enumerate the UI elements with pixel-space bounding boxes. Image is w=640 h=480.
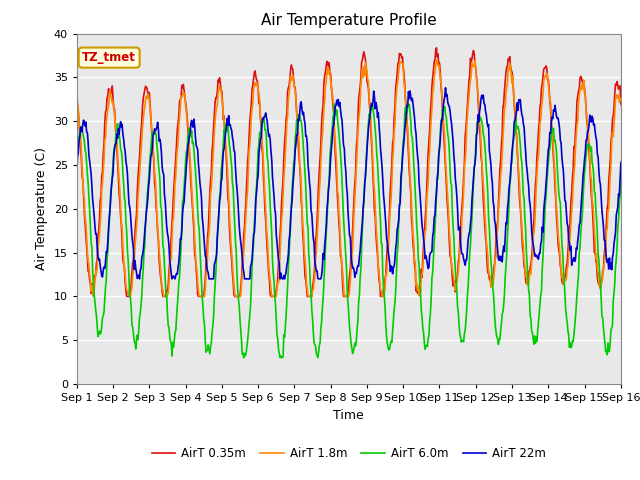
AirT 1.8m [547, 115, 555, 120]
AirT 6.0m [191, 157, 198, 163]
AirT 22m [73, 172, 81, 178]
AirT 0.35m [215, 79, 223, 85]
AirT 0.35m [487, 278, 495, 284]
AirT 6.0m [310, 329, 317, 335]
AirT 1.8m [90, 293, 97, 300]
AirT 0.35m [547, 122, 555, 128]
AirT 22m [614, 204, 621, 210]
AirT 22m [310, 236, 317, 241]
AirT 22m [547, 120, 555, 126]
AirT 0.35m [310, 279, 317, 285]
AirT 6.0m [618, 173, 625, 179]
AirT 6.0m [614, 224, 621, 230]
Line: AirT 0.35m: AirT 0.35m [77, 48, 621, 296]
AirT 1.8m [487, 285, 495, 290]
AirT 1.8m [73, 103, 81, 109]
Line: AirT 22m: AirT 22m [77, 88, 621, 279]
AirT 0.35m [618, 103, 625, 108]
AirT 1.8m [614, 96, 621, 101]
AirT 6.0m [73, 161, 81, 167]
AirT 0.35m [191, 256, 199, 262]
AirT 6.0m [487, 257, 495, 263]
AirT 0.35m [433, 45, 440, 51]
AirT 6.0m [214, 225, 222, 231]
Line: AirT 1.8m: AirT 1.8m [77, 60, 621, 296]
AirT 1.8m [618, 99, 625, 105]
AirT 1.8m [191, 252, 199, 257]
X-axis label: Time: Time [333, 408, 364, 421]
AirT 22m [618, 158, 625, 164]
AirT 1.8m [215, 83, 223, 89]
AirT 6.0m [240, 355, 248, 360]
AirT 1.8m [433, 57, 440, 63]
AirT 6.0m [369, 101, 376, 107]
AirT 1.8m [310, 287, 317, 293]
Legend: AirT 0.35m, AirT 1.8m, AirT 6.0m, AirT 22m: AirT 0.35m, AirT 1.8m, AirT 6.0m, AirT 2… [147, 443, 550, 465]
AirT 22m [442, 85, 449, 91]
AirT 0.35m [124, 293, 131, 300]
Line: AirT 6.0m: AirT 6.0m [77, 104, 621, 358]
Title: Air Temperature Profile: Air Temperature Profile [261, 13, 436, 28]
AirT 22m [191, 134, 199, 140]
AirT 6.0m [547, 133, 555, 139]
AirT 0.35m [73, 88, 81, 94]
AirT 22m [136, 276, 143, 282]
AirT 22m [487, 161, 495, 167]
AirT 0.35m [614, 83, 621, 88]
Text: TZ_tmet: TZ_tmet [82, 51, 136, 64]
Y-axis label: Air Temperature (C): Air Temperature (C) [35, 147, 48, 270]
AirT 22m [215, 210, 223, 216]
